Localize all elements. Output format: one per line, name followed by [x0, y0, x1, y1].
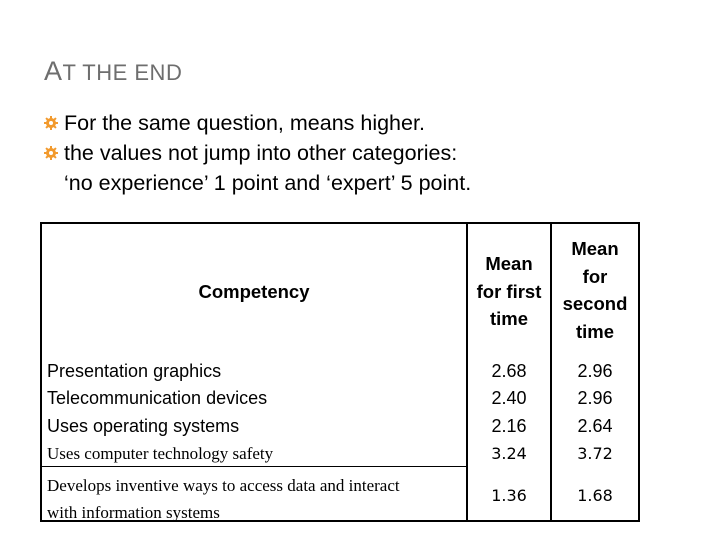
bullet-text-3: ‘no experience’ 1 point and ‘expert’ 5 p…	[64, 171, 472, 195]
header-mean-first-line1: Mean	[485, 253, 533, 274]
table-row-2-second: 2.96	[577, 388, 613, 408]
slide-title: AT THE END	[44, 56, 182, 87]
table-row-1-competency: Presentation graphics	[47, 361, 222, 381]
table-border-left	[40, 222, 42, 522]
header-mean-second-line3: second	[562, 293, 628, 314]
table-row-4-second: 3.72	[577, 444, 613, 463]
header-mean-second-line1: Mean	[571, 238, 619, 259]
table-border-bottom	[40, 520, 640, 522]
table-row-1-first: 2.68	[491, 361, 527, 381]
table-col-divider-1	[466, 222, 468, 522]
table-row-4-competency: Uses computer technology safety	[47, 444, 274, 463]
header-mean-second-line4: time	[575, 320, 615, 342]
competency-table: Competency Mean for first time Mean for …	[40, 222, 640, 522]
table-row-2-competency: Telecommunication devices	[47, 388, 268, 408]
table-row-1-second: 2.96	[577, 361, 613, 381]
table-row-5-competency-line1: Develops inventive ways to access data a…	[47, 476, 400, 495]
bullet-list: For the same question, means higher. the…	[44, 108, 471, 198]
table-row-3-competency: Uses operating systems	[47, 416, 240, 436]
gear-icon	[44, 146, 58, 160]
table-row-5-competency: Develops inventive ways to access data a…	[47, 472, 400, 526]
table-col-divider-2	[550, 222, 552, 522]
table-row-divider	[42, 466, 466, 467]
header-competency: Competency	[198, 281, 310, 302]
header-mean-first-line3: time	[489, 308, 529, 329]
table-row-5-competency-line2: with information systems	[47, 503, 220, 522]
bullet-text-1: For the same question, means higher.	[64, 111, 425, 135]
table-row-3-first: 2.16	[491, 416, 527, 436]
bullet-text-2: the values not jump into other categorie…	[64, 141, 458, 165]
table-row-2-first: 2.40	[491, 388, 527, 408]
table-row-3-second: 2.64	[577, 416, 613, 436]
table-row-5-second: 1.68	[577, 486, 613, 505]
table-col-divider-3	[638, 222, 640, 522]
header-mean-first: Mean for first time	[468, 250, 550, 333]
table-border-top	[40, 222, 640, 224]
header-mean-second: Mean for second time	[552, 235, 638, 345]
table-row-5-first: 1.36	[491, 486, 527, 505]
header-mean-first-line2: for first	[476, 280, 542, 302]
bullet-item-2: the values not jump into other categorie…	[44, 138, 471, 198]
table-row-4-first: 3.24	[491, 444, 527, 463]
bullet-item-1: For the same question, means higher.	[44, 108, 471, 138]
slide-title-initial: A	[44, 56, 63, 86]
gear-icon	[44, 116, 58, 130]
slide-title-rest: T THE END	[62, 60, 183, 85]
header-mean-second-line2: for	[582, 265, 608, 287]
